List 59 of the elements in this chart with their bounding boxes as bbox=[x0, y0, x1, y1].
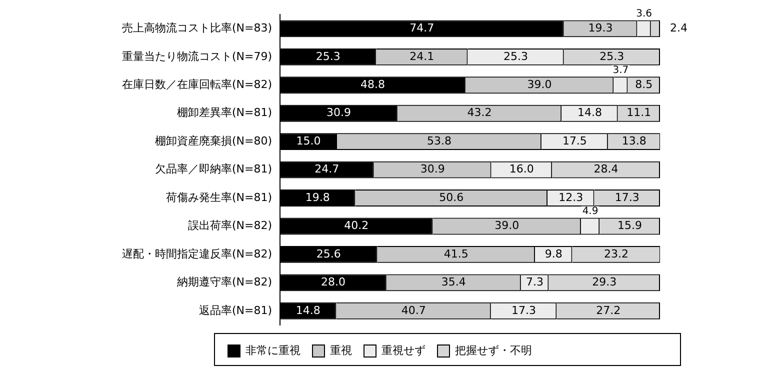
data-label: 15.0 bbox=[296, 134, 321, 148]
data-label: 39.0 bbox=[494, 219, 520, 232]
data-label: 19.8 bbox=[305, 190, 330, 204]
y-tick-label: 欠品率／即納率(N=81) bbox=[154, 162, 272, 176]
y-tick-label: 誤出荷率(N=82) bbox=[188, 219, 272, 232]
data-label: 43.2 bbox=[467, 106, 492, 120]
y-tick-label: 棚卸資産廃棄損(N=80) bbox=[154, 134, 272, 148]
data-label: 48.8 bbox=[360, 78, 385, 92]
data-label: 74.7 bbox=[410, 22, 434, 35]
data-label: 15.9 bbox=[618, 219, 642, 232]
data-label: 17.5 bbox=[562, 134, 587, 148]
data-label: 27.2 bbox=[596, 304, 621, 317]
data-label: 25.3 bbox=[316, 50, 340, 63]
data-label: 19.3 bbox=[588, 22, 613, 35]
y-tick-label: 納期遵守率(N=82) bbox=[176, 276, 272, 289]
data-label: 24.1 bbox=[410, 50, 434, 63]
data-label: 11.1 bbox=[626, 106, 652, 120]
data-label: 39.0 bbox=[527, 78, 552, 92]
data-label: 30.9 bbox=[420, 162, 445, 176]
data-label: 35.4 bbox=[441, 276, 466, 289]
data-label: 17.3 bbox=[512, 304, 536, 317]
data-label: 7.3 bbox=[526, 276, 544, 289]
y-tick-label: 在庫日数／在庫回転率(N=82) bbox=[122, 78, 272, 92]
data-label: 4.9 bbox=[582, 206, 598, 217]
y-tick-label: 荷傷み発生率(N=81) bbox=[166, 190, 272, 204]
y-tick-label: 売上高物流コスト比率(N=83) bbox=[122, 22, 272, 35]
data-label: 40.2 bbox=[344, 219, 369, 232]
data-label: 3.6 bbox=[636, 8, 652, 20]
data-label: 40.7 bbox=[401, 304, 426, 317]
y-tick-label: 遅配・時間指定違反率(N=82) bbox=[122, 247, 272, 260]
data-label: 53.8 bbox=[426, 134, 452, 148]
data-label: 3.7 bbox=[612, 64, 629, 76]
data-label: 24.7 bbox=[314, 162, 340, 176]
data-label: 50.6 bbox=[439, 190, 464, 204]
data-label: 30.9 bbox=[326, 106, 351, 120]
legend-label: 重視せず bbox=[382, 344, 426, 357]
data-label: 41.5 bbox=[444, 247, 468, 260]
data-label: 13.8 bbox=[622, 134, 646, 148]
data-label: 29.3 bbox=[592, 276, 617, 289]
data-label: 17.3 bbox=[614, 190, 640, 204]
data-label: 12.3 bbox=[558, 190, 584, 204]
data-label: 8.5 bbox=[635, 78, 653, 92]
data-label: 14.8 bbox=[577, 106, 602, 120]
data-label: 28.0 bbox=[320, 276, 346, 289]
y-tick-label: 重量当たり物流コスト(N=79) bbox=[122, 50, 272, 63]
y-tick-label: 棚卸差異率(N=81) bbox=[176, 106, 272, 120]
data-label: 23.2 bbox=[604, 247, 629, 260]
legend-label: 非常に重視 bbox=[246, 344, 300, 357]
data-label: 25.3 bbox=[600, 50, 624, 63]
data-label: 14.8 bbox=[296, 304, 320, 317]
data-label: 25.6 bbox=[316, 247, 341, 260]
data-label: 16.0 bbox=[509, 162, 534, 176]
legend-label: 重視 bbox=[330, 344, 352, 357]
data-label: 9.8 bbox=[544, 247, 562, 260]
y-tick-label: 返品率(N=81) bbox=[198, 304, 272, 317]
data-label: 25.3 bbox=[504, 50, 528, 63]
data-label: 2.4 bbox=[670, 22, 688, 35]
data-label: 28.4 bbox=[594, 162, 618, 176]
legend-label: 把握せず・不明 bbox=[455, 344, 532, 357]
